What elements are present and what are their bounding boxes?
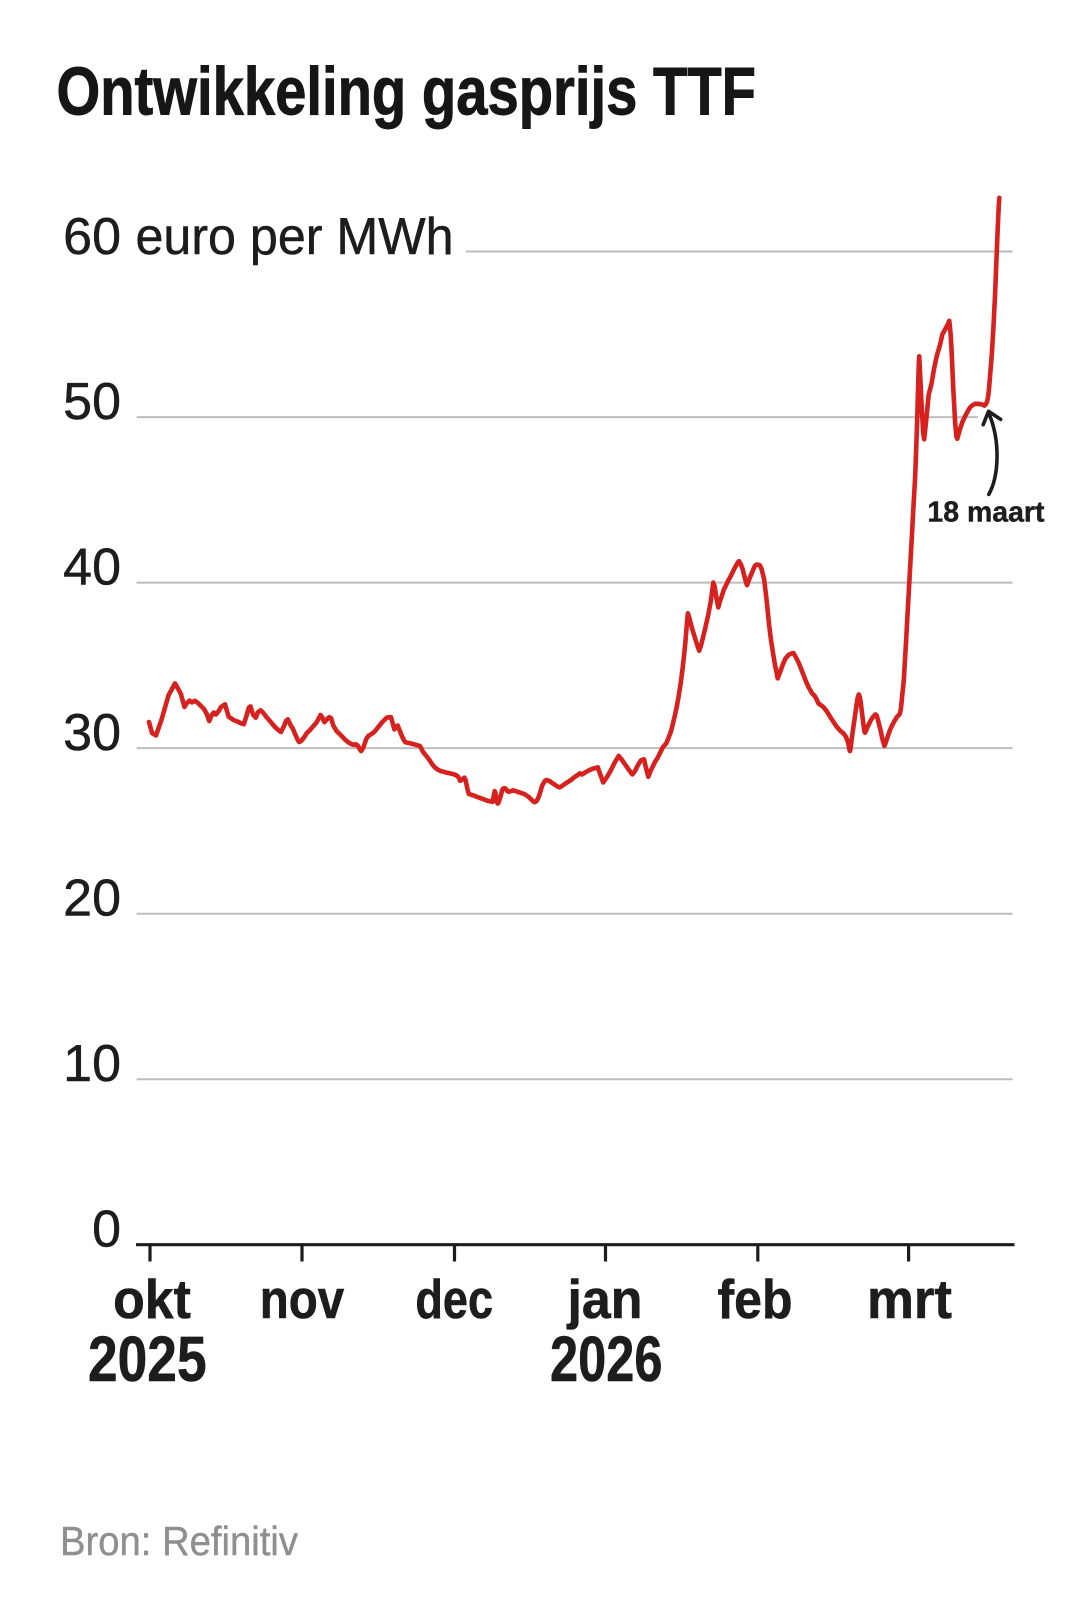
svg-text:50: 50 [63,373,121,431]
svg-text:Bron: Refinitiv: Bron: Refinitiv [60,1518,298,1564]
svg-text:Ontwikkeling gasprijs TTF: Ontwikkeling gasprijs TTF [57,53,757,129]
svg-text:jan: jan [567,1268,643,1330]
svg-text:feb: feb [718,1268,793,1330]
svg-text:60: 60 [63,208,121,266]
svg-text:euro per MWh: euro per MWh [136,208,454,266]
svg-text:40: 40 [63,539,121,597]
svg-text:30: 30 [63,704,121,762]
svg-text:okt: okt [113,1268,191,1330]
svg-text:2026: 2026 [550,1323,663,1395]
svg-text:0: 0 [92,1201,121,1259]
svg-text:10: 10 [63,1035,121,1093]
svg-text:18 maart: 18 maart [927,496,1044,528]
svg-text:mrt: mrt [867,1268,952,1330]
svg-text:2025: 2025 [88,1323,207,1395]
svg-text:20: 20 [63,870,121,928]
svg-text:nov: nov [260,1268,345,1330]
svg-text:dec: dec [415,1268,493,1330]
